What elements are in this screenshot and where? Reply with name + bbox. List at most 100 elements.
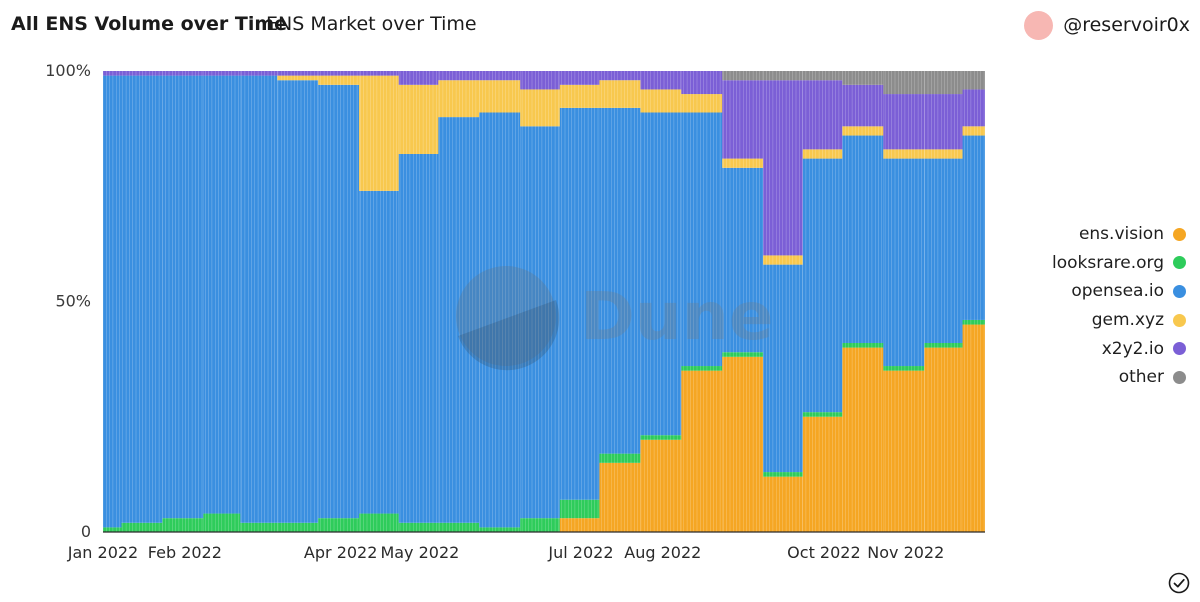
bar-segment-other[interactable] [842, 71, 884, 85]
bar-segment-gem-xyz[interactable] [520, 89, 560, 127]
bar-segment-x2y2-io[interactable] [681, 71, 723, 95]
bar-segment-looksrare-org[interactable] [722, 352, 764, 357]
bar-segment-ens-vision[interactable] [883, 370, 925, 532]
bar-segment-x2y2-io[interactable] [438, 71, 480, 81]
bar-segment-x2y2-io[interactable] [398, 71, 439, 85]
bar-segment-looksrare-org[interactable] [924, 342, 963, 348]
legend-item-looksrare-org[interactable]: looksrare.org [1026, 249, 1186, 278]
bar-segment-looksrare-org[interactable] [240, 522, 278, 532]
bar-segment-other[interactable] [763, 71, 803, 81]
bar-segment-gem-xyz[interactable] [681, 94, 723, 113]
bar-segment-x2y2-io[interactable] [121, 71, 163, 76]
bar-segment-x2y2-io[interactable] [722, 80, 764, 159]
bar-segment-gem-xyz[interactable] [559, 84, 600, 108]
bar-segment-opensea-io[interactable] [520, 126, 560, 519]
author-link[interactable]: @reservoir0x [1024, 10, 1190, 40]
bar-segment-looksrare-org[interactable] [479, 527, 521, 532]
bar-segment-opensea-io[interactable] [599, 107, 641, 454]
bar-segment-opensea-io[interactable] [802, 158, 843, 413]
bar-segment-gem-xyz[interactable] [438, 80, 480, 118]
bar-segment-x2y2-io[interactable] [802, 80, 843, 150]
legend-item-ens-vision[interactable]: ens.vision [1026, 220, 1186, 249]
bar-segment-opensea-io[interactable] [318, 84, 360, 519]
bar-segment-other[interactable] [802, 71, 843, 81]
bar-segment-x2y2-io[interactable] [359, 71, 399, 76]
bar-segment-looksrare-org[interactable] [121, 522, 163, 532]
bar-segment-other[interactable] [924, 71, 963, 95]
bar-segment-ens-vision[interactable] [842, 347, 884, 532]
bar-segment-ens-vision[interactable] [802, 416, 843, 532]
legend-item-other[interactable]: other [1026, 363, 1186, 392]
bar-segment-opensea-io[interactable] [162, 75, 204, 519]
bar-segment-x2y2-io[interactable] [763, 80, 803, 256]
bar-segment-looksrare-org[interactable] [162, 518, 204, 532]
bar-segment-looksrare-org[interactable] [103, 527, 122, 532]
bar-segment-x2y2-io[interactable] [520, 71, 560, 90]
bar-segment-ens-vision[interactable] [763, 476, 803, 532]
bar-segment-opensea-io[interactable] [359, 190, 399, 514]
bar-segment-gem-xyz[interactable] [924, 149, 963, 159]
bar-segment-opensea-io[interactable] [240, 75, 278, 523]
bar-segment-x2y2-io[interactable] [599, 71, 641, 81]
bar-segment-x2y2-io[interactable] [559, 71, 600, 85]
bar-segment-opensea-io[interactable] [924, 158, 963, 343]
bar-segment-gem-xyz[interactable] [359, 75, 399, 191]
bar-segment-gem-xyz[interactable] [599, 80, 641, 108]
bar-segment-looksrare-org[interactable] [681, 366, 723, 371]
bar-segment-x2y2-io[interactable] [162, 71, 204, 76]
bar-segment-gem-xyz[interactable] [479, 80, 521, 113]
bar-segment-ens-vision[interactable] [681, 370, 723, 532]
bar-segment-looksrare-org[interactable] [599, 453, 641, 463]
bar-segment-x2y2-io[interactable] [318, 71, 360, 76]
legend-item-gem-xyz[interactable]: gem.xyz [1026, 306, 1186, 335]
bar-segment-looksrare-org[interactable] [318, 518, 360, 532]
bar-segment-x2y2-io[interactable] [842, 84, 884, 127]
bar-segment-looksrare-org[interactable] [559, 499, 600, 519]
bar-segment-other[interactable] [883, 71, 925, 95]
bar-segment-opensea-io[interactable] [398, 153, 439, 523]
bar-segment-x2y2-io[interactable] [240, 71, 278, 76]
bar-segment-looksrare-org[interactable] [962, 319, 985, 325]
bar-segment-other[interactable] [722, 71, 764, 81]
bar-segment-looksrare-org[interactable] [359, 513, 399, 532]
bar-segment-looksrare-org[interactable] [763, 472, 803, 477]
bar-segment-looksrare-org[interactable] [398, 522, 439, 532]
bar-segment-ens-vision[interactable] [924, 347, 963, 532]
bar-segment-gem-xyz[interactable] [722, 158, 764, 168]
bar-segment-looksrare-org[interactable] [438, 522, 480, 532]
bar-segment-looksrare-org[interactable] [802, 412, 843, 417]
bar-segment-x2y2-io[interactable] [962, 89, 985, 127]
bar-segment-x2y2-io[interactable] [103, 71, 122, 76]
bar-segment-opensea-io[interactable] [962, 135, 985, 320]
bar-segment-looksrare-org[interactable] [520, 518, 560, 532]
bar-segment-gem-xyz[interactable] [842, 126, 884, 136]
bar-segment-gem-xyz[interactable] [398, 84, 439, 154]
bar-segment-gem-xyz[interactable] [962, 126, 985, 136]
bar-segment-ens-vision[interactable] [962, 324, 985, 532]
bar-segment-gem-xyz[interactable] [802, 149, 843, 159]
bar-segment-opensea-io[interactable] [559, 107, 600, 500]
legend-item-opensea-io[interactable]: opensea.io [1026, 277, 1186, 306]
check-circle-icon[interactable] [1168, 572, 1190, 594]
bar-segment-looksrare-org[interactable] [842, 342, 884, 348]
bar-segment-gem-xyz[interactable] [318, 75, 360, 85]
bar-segment-x2y2-io[interactable] [924, 94, 963, 150]
bar-segment-opensea-io[interactable] [681, 112, 723, 367]
bar-segment-opensea-io[interactable] [883, 158, 925, 367]
bar-segment-x2y2-io[interactable] [883, 94, 925, 150]
bar-segment-opensea-io[interactable] [121, 75, 163, 523]
bar-segment-gem-xyz[interactable] [883, 149, 925, 159]
bar-segment-ens-vision[interactable] [722, 356, 764, 532]
bar-segment-gem-xyz[interactable] [763, 255, 803, 265]
bar-segment-ens-vision[interactable] [599, 462, 641, 532]
bar-segment-opensea-io[interactable] [842, 135, 884, 343]
dashboard-title[interactable]: All ENS Volume over Time [11, 13, 288, 35]
legend-item-x2y2-io[interactable]: x2y2.io [1026, 334, 1186, 363]
bar-segment-opensea-io[interactable] [479, 112, 521, 528]
bar-segment-other[interactable] [962, 71, 985, 90]
bar-segment-opensea-io[interactable] [763, 264, 803, 473]
bar-segment-ens-vision[interactable] [559, 518, 600, 532]
bar-segment-x2y2-io[interactable] [479, 71, 521, 81]
bar-segment-opensea-io[interactable] [103, 75, 122, 528]
bar-segment-looksrare-org[interactable] [883, 366, 925, 371]
